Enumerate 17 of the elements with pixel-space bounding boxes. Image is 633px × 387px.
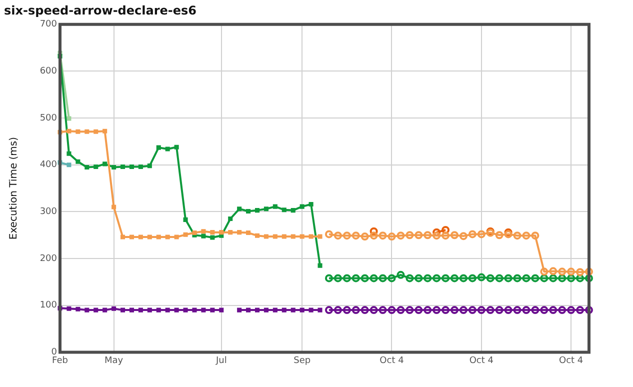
x-tick-label: Jul: [214, 356, 227, 366]
x-tick-label: Oct 4: [558, 356, 584, 366]
y-tick-label: 400: [40, 160, 58, 170]
x-tick-label: May: [104, 356, 124, 366]
y-tick-label: 200: [40, 254, 58, 264]
y-tick-label: 0: [51, 348, 58, 358]
y-tick-label: 700: [40, 20, 58, 30]
x-tick-label: Oct 4: [469, 356, 494, 366]
x-tick-label: Sep: [294, 356, 311, 366]
x-tick-label: Oct 4: [380, 356, 404, 366]
x-tick-label: Feb: [52, 356, 68, 366]
y-tick-label: 100: [40, 300, 58, 311]
y-tick-label: 300: [40, 207, 58, 218]
chart-title: six-speed-arrow-declare-es6: [4, 3, 197, 18]
y-axis-title: Execution Time (ms): [8, 136, 20, 240]
y-tick-label: 600: [40, 66, 58, 77]
y-tick-label: 500: [40, 113, 58, 124]
